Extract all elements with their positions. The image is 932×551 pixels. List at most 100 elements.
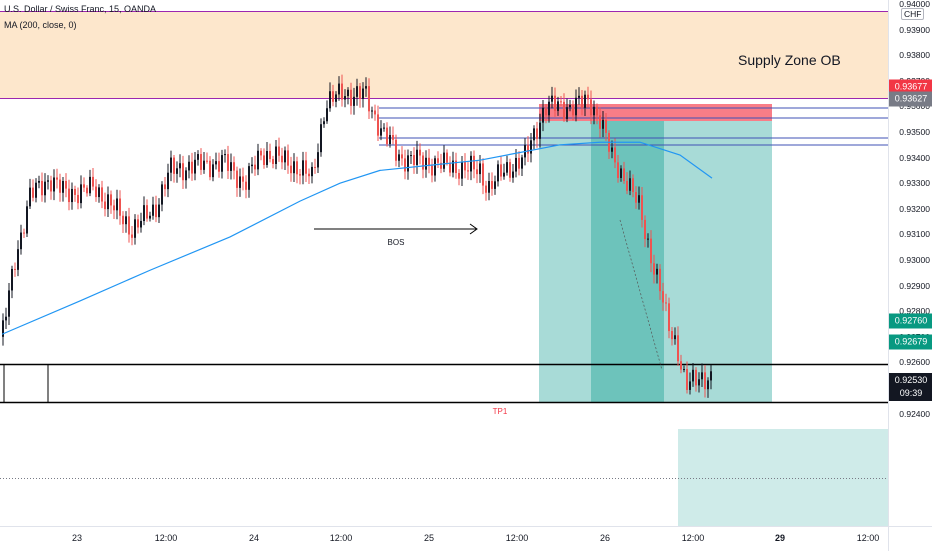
candle-body — [467, 170, 469, 172]
candle-body — [479, 163, 481, 175]
candle-body — [575, 97, 577, 116]
candle-body — [83, 184, 85, 188]
price-axis[interactable]: CHF 0.940000.939000.938000.937000.936000… — [888, 0, 932, 526]
candle-body — [296, 161, 298, 175]
candle-body — [710, 371, 712, 381]
candle-body — [503, 172, 505, 177]
candle-body — [161, 184, 163, 205]
price-tag[interactable]: 0.93677 — [889, 79, 932, 95]
candle-body — [353, 96, 355, 106]
candle-body — [383, 127, 385, 129]
candle-body — [95, 186, 97, 198]
current-price-tag[interactable]: 0.92530 09:39 — [889, 373, 932, 402]
candle-body — [182, 163, 184, 181]
candle-body — [350, 89, 352, 106]
candle-body — [77, 194, 79, 204]
candle-body — [80, 184, 82, 204]
candle-body — [548, 101, 550, 116]
candle-body — [149, 215, 151, 219]
projection-line — [619, 219, 663, 371]
candle-body — [440, 162, 442, 169]
candle-body — [518, 157, 520, 169]
candle-body — [224, 154, 226, 156]
price-chart[interactable]: BOS TP1 — [0, 0, 888, 526]
candle-body — [572, 105, 574, 116]
candle-body — [47, 180, 49, 182]
candle-body — [179, 163, 181, 169]
candle-body — [131, 234, 133, 238]
candle-body — [593, 106, 595, 116]
time-tick-label: 23 — [71, 533, 83, 543]
indicator-legend[interactable]: MA (200, close, 0) — [4, 20, 77, 30]
candle-body — [665, 302, 667, 304]
candle-body — [260, 150, 262, 156]
candle-body — [272, 159, 274, 164]
candle-body — [476, 169, 478, 175]
candle-body — [143, 205, 145, 222]
price-tick-label: 0.93300 — [899, 178, 930, 189]
candle-body — [239, 176, 241, 188]
candle-body — [29, 187, 31, 207]
supply-zone-label: Supply Zone OB — [738, 52, 841, 68]
candle-body — [560, 101, 562, 103]
candle-body — [140, 221, 142, 228]
candle-body — [386, 127, 388, 145]
candle-body — [287, 150, 289, 166]
candle-body — [680, 361, 682, 370]
candle-body — [407, 155, 409, 172]
candle-body — [251, 164, 253, 167]
candle-body — [137, 219, 139, 228]
time-axis[interactable]: 23 12:00 24 12:00 25 12:00 26 12:00 29 12:00 — [0, 526, 888, 551]
price-tick-label: 0.93000 — [899, 255, 930, 265]
candle-body — [305, 160, 307, 174]
candle-body — [332, 91, 334, 102]
currency-badge[interactable]: CHF — [901, 8, 925, 20]
candle-body — [185, 170, 187, 181]
bar-countdown: 09:39 — [899, 388, 923, 399]
candle-body — [68, 188, 70, 203]
price-tag[interactable]: 0.92760 — [889, 313, 932, 329]
candle-body — [113, 205, 115, 211]
candle-body — [380, 128, 382, 136]
candle-body — [86, 187, 88, 194]
candle-body — [302, 160, 304, 176]
candle-body — [98, 187, 100, 198]
candle-body — [611, 147, 613, 152]
candle-body — [230, 162, 232, 171]
candle-body — [578, 95, 580, 98]
candle-body — [497, 164, 499, 182]
candle-body — [248, 166, 250, 190]
candle-body — [698, 379, 700, 386]
candle-body — [299, 174, 301, 176]
candle-body — [674, 335, 676, 340]
chart-pane[interactable]: BOS TP1 U.S. Dollar / Swiss Franc, 15, OA… — [0, 0, 888, 526]
candle-body — [2, 320, 4, 337]
price-tag[interactable]: 0.92679 — [889, 334, 932, 350]
candle-body — [341, 83, 343, 100]
price-tick-label: 0.92800 — [899, 306, 930, 317]
price-tag[interactable]: 0.93627 — [889, 91, 932, 107]
candle-body — [266, 150, 268, 165]
candle-body — [395, 139, 397, 161]
candle-body — [377, 114, 379, 136]
candle-body — [704, 372, 706, 390]
candle-body — [641, 195, 643, 220]
candle-body — [506, 162, 508, 173]
candle-body — [155, 204, 157, 218]
candle-body — [482, 163, 484, 186]
candle-body — [401, 154, 403, 159]
candle-body — [236, 170, 238, 188]
candle-body — [632, 178, 634, 193]
symbol-legend[interactable]: U.S. Dollar / Swiss Franc, 15, OANDA — [4, 4, 157, 14]
current-price-value: 0.92530 — [894, 375, 928, 386]
candle-body — [146, 205, 148, 219]
candle-body — [50, 180, 52, 192]
candle-body — [317, 152, 319, 168]
candle-body — [584, 94, 586, 108]
candle-body — [254, 164, 256, 170]
candle-body — [44, 181, 46, 196]
candle-body — [449, 162, 451, 173]
candle-body — [410, 155, 412, 157]
candle-body — [89, 176, 91, 194]
candle-body — [335, 94, 337, 102]
